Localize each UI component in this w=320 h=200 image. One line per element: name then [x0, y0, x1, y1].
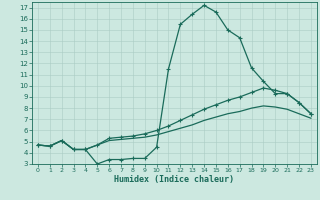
X-axis label: Humidex (Indice chaleur): Humidex (Indice chaleur)	[115, 175, 234, 184]
